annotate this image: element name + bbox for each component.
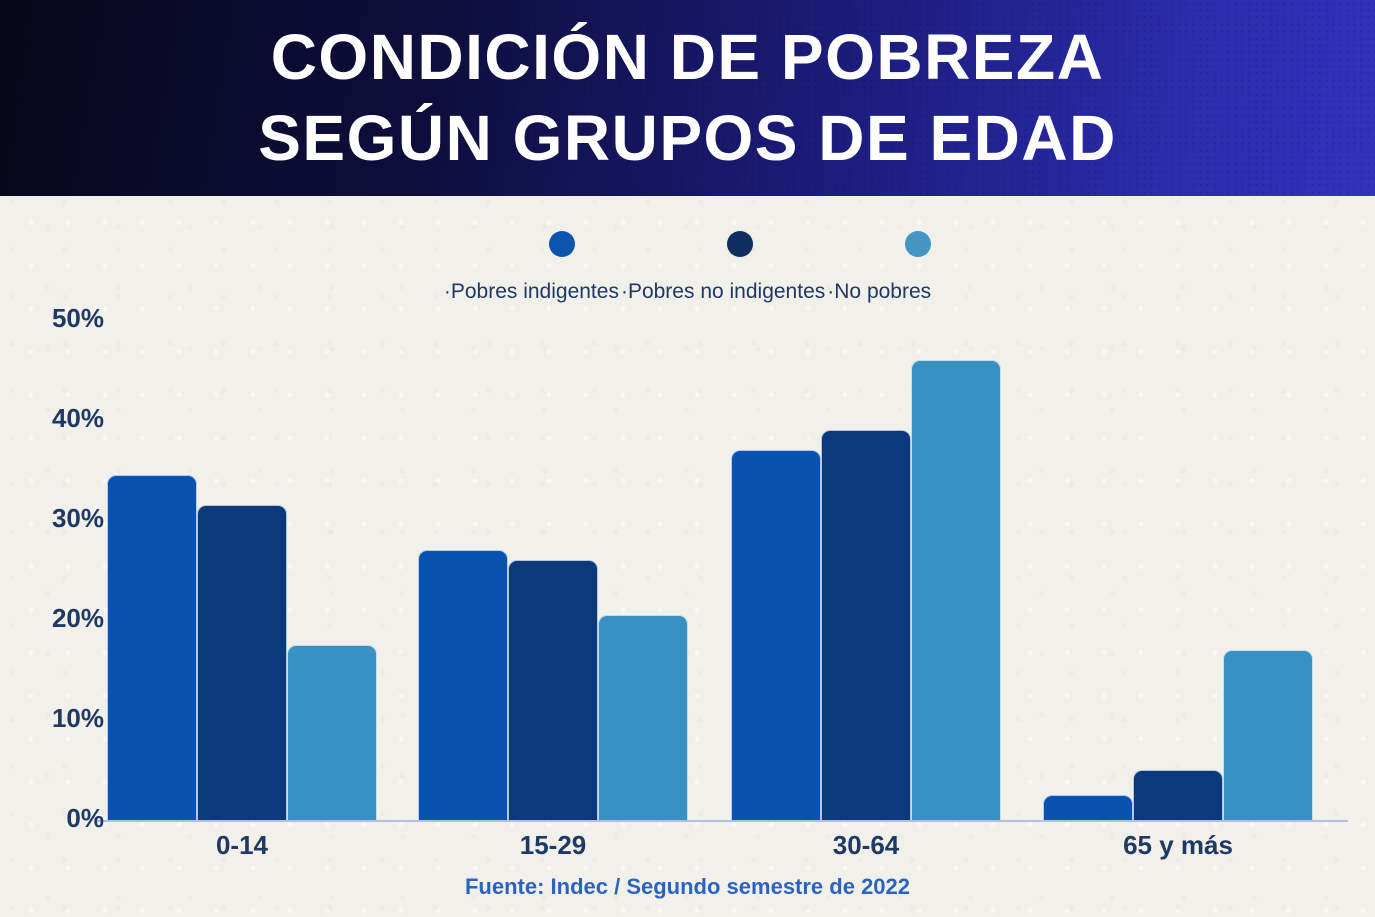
bar-no-pobres-30-64: [911, 360, 1001, 820]
chart-area: ·Pobres indigentes ·Pobres no indigentes…: [0, 196, 1375, 917]
bar-pobres-no-indigentes-65 y más: [1133, 770, 1223, 820]
bar-pobres-indigentes-0-14: [107, 475, 197, 820]
legend-label-pobres-no-indigentes: ·Pobres no indigentes: [620, 280, 826, 303]
bar-group-0-14: [107, 475, 377, 820]
bar-pobres-indigentes-30-64: [731, 450, 821, 820]
y-tick-30: 30%: [51, 503, 104, 533]
y-tick-40: 40%: [51, 403, 104, 433]
x-tick-30-64: 30-64: [832, 830, 900, 860]
legend-dot-row: [0, 231, 1375, 257]
page-title: CONDICIÓN DE POBREZA SEGÚN GRUPOS DE EDA…: [258, 17, 1117, 178]
bar-pobres-indigentes-65 y más: [1043, 795, 1133, 820]
y-tick-10: 10%: [51, 703, 104, 733]
legend-dot-no-pobres: [904, 231, 931, 257]
y-tick-0: 0%: [66, 803, 104, 833]
bar-pobres-indigentes-15-29: [418, 550, 508, 820]
source-note: Fuente: Indec / Segundo semestre de 2022: [464, 874, 911, 899]
x-axis-line: [95, 820, 1348, 822]
bar-no-pobres-65 y más: [1223, 650, 1313, 820]
bar-pobres-no-indigentes-0-14: [197, 505, 287, 820]
bar-group-30-64: [731, 360, 1001, 820]
y-tick-50: 50%: [51, 303, 104, 333]
header-banner: CONDICIÓN DE POBREZA SEGÚN GRUPOS DE EDA…: [0, 0, 1375, 196]
bar-group-65 y más: [1043, 650, 1313, 820]
x-tick-0-14: 0-14: [215, 830, 269, 860]
bar-no-pobres-0-14: [287, 645, 377, 820]
legend-dot-pobres-no-indigentes: [726, 231, 753, 257]
legend-label-pobres-indigentes: ·Pobres indigentes: [443, 280, 619, 303]
title-line-1: CONDICIÓN DE POBREZA: [270, 21, 1105, 94]
bar-no-pobres-15-29: [598, 615, 688, 820]
x-tick-65 y más: 65 y más: [1123, 830, 1233, 860]
bar-pobres-no-indigentes-15-29: [508, 560, 598, 820]
bar-pobres-no-indigentes-30-64: [821, 430, 911, 820]
x-tick-15-29: 15-29: [519, 830, 587, 860]
bar-group-15-29: [418, 550, 688, 820]
title-line-2: SEGÚN GRUPOS DE EDAD: [258, 102, 1117, 174]
legend-label-row: ·Pobres indigentes ·Pobres no indigentes…: [0, 280, 1375, 304]
legend-dot-pobres-indigentes: [548, 231, 575, 257]
y-tick-20: 20%: [51, 603, 104, 633]
legend-label-no-pobres: ·No pobres: [827, 280, 932, 303]
